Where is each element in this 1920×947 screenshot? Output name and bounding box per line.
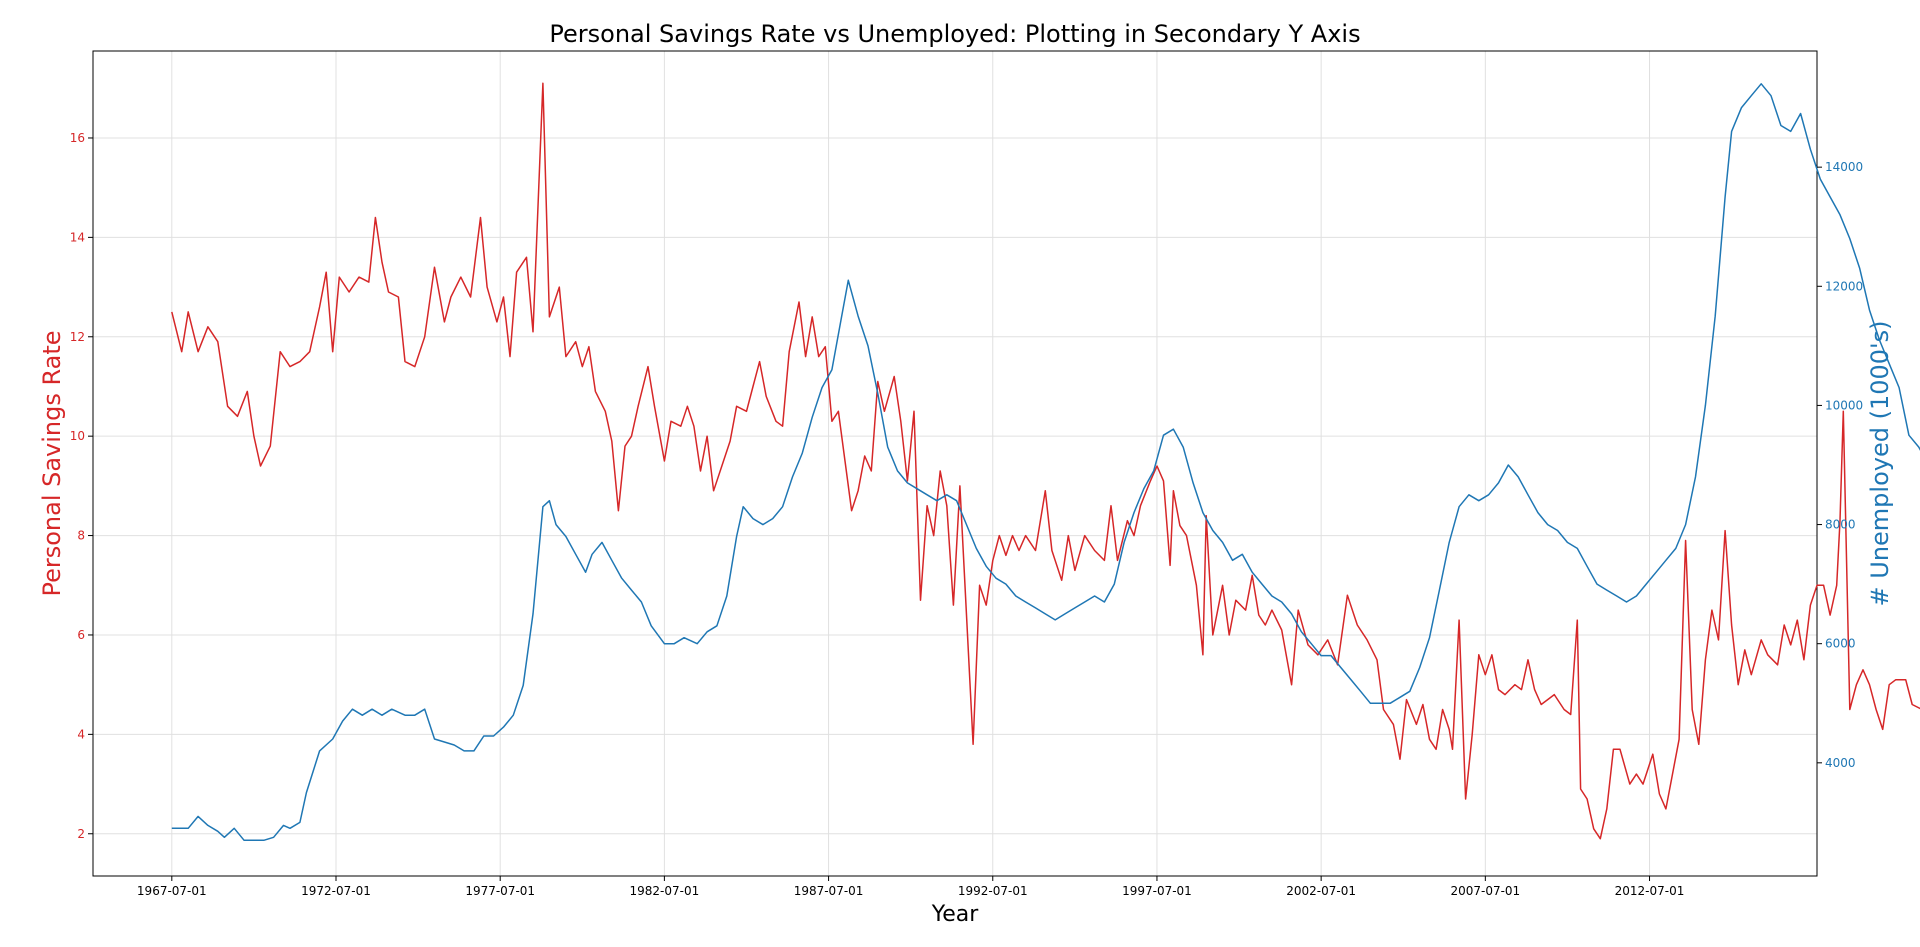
y-left-tick-label: 2: [77, 827, 85, 841]
x-tick-label: 1992-07-01: [958, 884, 1028, 898]
x-tick-label: 1982-07-01: [630, 884, 700, 898]
y-right-tick-label: 6000: [1825, 637, 1856, 651]
y-right-tick-label: 10000: [1825, 398, 1863, 412]
unemployed-series-line: [171, 83, 1920, 842]
x-tick-label: 1967-07-01: [137, 884, 207, 898]
x-tick-label: 1987-07-01: [794, 884, 864, 898]
x-tick-label: 1997-07-01: [1122, 884, 1192, 898]
y-left-tick-label: 8: [77, 529, 85, 543]
y-left-tick-label: 4: [77, 727, 85, 741]
x-tick-label: 1972-07-01: [301, 884, 371, 898]
y-left-tick-label: 16: [70, 131, 85, 145]
y-right-tick-label: 4000: [1825, 756, 1856, 770]
savings-rate-series-line: [171, 82, 1920, 840]
x-tick-label: 2012-07-01: [1615, 884, 1685, 898]
y-left-axis-label: Personal Savings Rate: [38, 330, 66, 596]
x-tick-label: 2007-07-01: [1450, 884, 1520, 898]
axes: 1967-07-01 1972-07-01 1977-07-01 1982-07-01…: [70, 131, 1863, 898]
y-left-tick-label: 6: [77, 628, 85, 642]
grid: [93, 51, 1817, 876]
y-right-tick-label: 14000: [1825, 160, 1863, 174]
chart-title: Personal Savings Rate vs Unemployed: Plo…: [549, 20, 1360, 48]
y-right-tick-label: 8000: [1825, 518, 1856, 532]
x-tick-label: 2002-07-01: [1286, 884, 1356, 898]
y-right-axis-label: # Unemployed (1000's): [1866, 321, 1894, 607]
x-axis-label: Year: [931, 902, 980, 927]
y-left-tick-label: 10: [70, 429, 85, 443]
plot-frame: [92, 50, 1818, 877]
series-layer: [171, 82, 1920, 842]
y-right-tick-label: 12000: [1825, 279, 1863, 293]
x-tick-label: 1977-07-01: [465, 884, 535, 898]
y-left-tick-label: 14: [70, 230, 85, 244]
y-left-tick-label: 12: [70, 330, 85, 344]
